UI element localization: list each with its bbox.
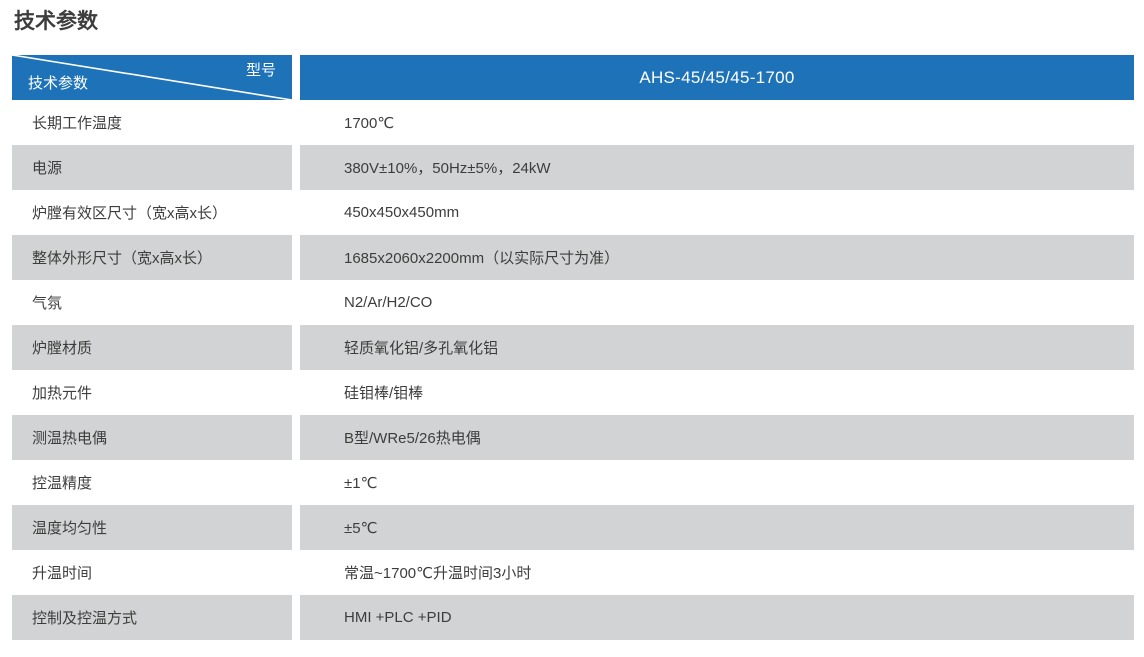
table-row: 控温精度 ±1℃ <box>12 460 1134 505</box>
header-model-cell: AHS-45/45/45-1700 <box>300 55 1134 100</box>
table-row: 炉膛有效区尺寸（宽x高x长） 450x450x450mm <box>12 190 1134 235</box>
header-corner-cell: 型号 技术参数 <box>12 55 292 100</box>
table-row: 电源 380V±10%，50Hz±5%，24kW <box>12 145 1134 190</box>
row-value: 常温~1700℃升温时间3小时 <box>300 550 1134 595</box>
row-value: 450x450x450mm <box>300 190 1134 235</box>
row-label: 升温时间 <box>12 550 292 595</box>
row-value: 380V±10%，50Hz±5%，24kW <box>300 145 1134 190</box>
row-label: 加热元件 <box>12 370 292 415</box>
row-label: 炉膛有效区尺寸（宽x高x长） <box>12 190 292 235</box>
row-label: 长期工作温度 <box>12 100 292 145</box>
row-label: 炉膛材质 <box>12 325 292 370</box>
diagonal-divider-line <box>12 55 292 100</box>
row-label: 温度均匀性 <box>12 505 292 550</box>
row-label: 测温热电偶 <box>12 415 292 460</box>
row-label: 控制及控温方式 <box>12 595 292 640</box>
row-value: 1685x2060x2200mm（以实际尺寸为准） <box>300 235 1134 280</box>
row-value: HMI +PLC +PID <box>300 595 1134 640</box>
table-row: 控制及控温方式 HMI +PLC +PID <box>12 595 1134 640</box>
table-header-row: 型号 技术参数 AHS-45/45/45-1700 <box>12 55 1134 100</box>
table-row: 测温热电偶 B型/WRe5/26热电偶 <box>12 415 1134 460</box>
corner-label-model: 型号 <box>245 62 276 79</box>
page-title: 技术参数 <box>14 10 98 33</box>
row-value: ±1℃ <box>300 460 1134 505</box>
table-row: 炉膛材质 轻质氧化铝/多孔氧化铝 <box>12 325 1134 370</box>
row-value: ±5℃ <box>300 505 1134 550</box>
row-value: 轻质氧化铝/多孔氧化铝 <box>300 325 1134 370</box>
table-body: 长期工作温度 1700℃ 电源 380V±10%，50Hz±5%，24kW 炉膛… <box>12 100 1134 640</box>
row-value: 硅钼棒/钼棒 <box>300 370 1134 415</box>
table-row: 加热元件 硅钼棒/钼棒 <box>12 370 1134 415</box>
row-value: 1700℃ <box>300 100 1134 145</box>
row-label: 气氛 <box>12 280 292 325</box>
row-label: 电源 <box>12 145 292 190</box>
spec-table: 型号 技术参数 AHS-45/45/45-1700 长期工作温度 1700℃ 电… <box>12 55 1134 640</box>
row-label: 控温精度 <box>12 460 292 505</box>
table-row: 整体外形尺寸（宽x高x长） 1685x2060x2200mm（以实际尺寸为准） <box>12 235 1134 280</box>
corner-label-parameter: 技术参数 <box>28 75 89 92</box>
row-value: N2/Ar/H2/CO <box>300 280 1134 325</box>
table-row: 温度均匀性 ±5℃ <box>12 505 1134 550</box>
model-name: AHS-45/45/45-1700 <box>639 67 795 87</box>
row-label: 整体外形尺寸（宽x高x长） <box>12 235 292 280</box>
table-row: 升温时间 常温~1700℃升温时间3小时 <box>12 550 1134 595</box>
row-value: B型/WRe5/26热电偶 <box>300 415 1134 460</box>
table-row: 长期工作温度 1700℃ <box>12 100 1134 145</box>
table-row: 气氛 N2/Ar/H2/CO <box>12 280 1134 325</box>
